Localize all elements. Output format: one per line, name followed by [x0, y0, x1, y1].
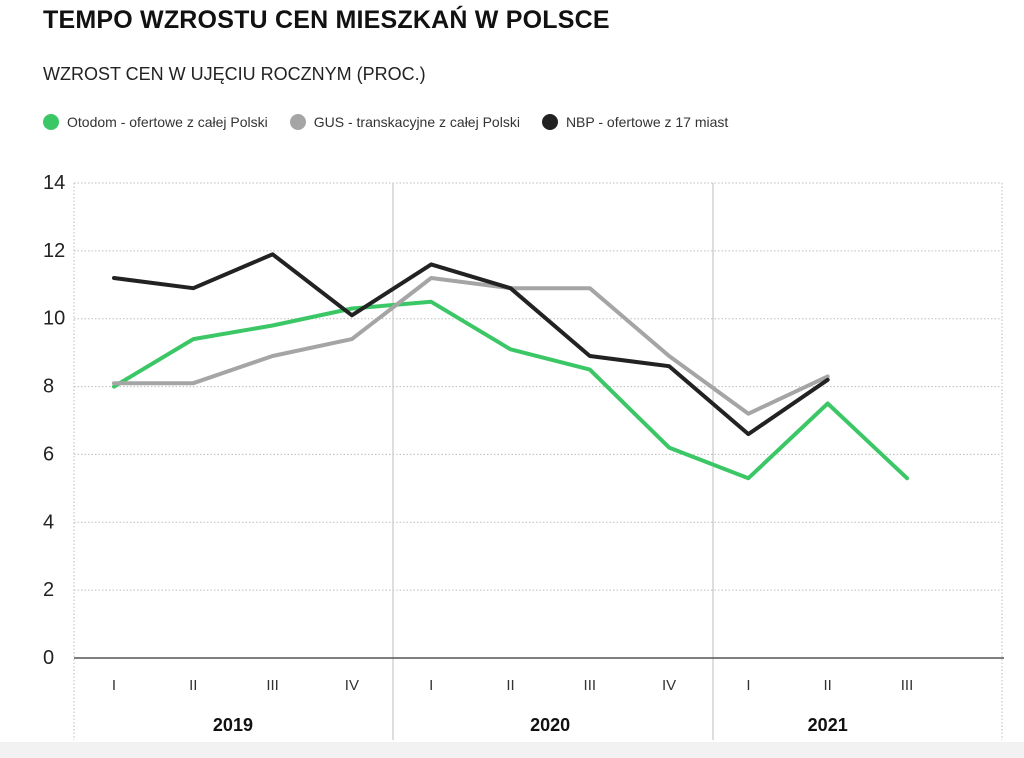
- x-tick-label-3: IV: [345, 677, 359, 694]
- x-tick-label-4: I: [429, 677, 433, 694]
- legend-label-otodom: Otodom - ofertowe z całej Polski: [67, 114, 268, 130]
- legend-item-gus: GUS - transkacyjne z całej Polski: [289, 114, 520, 130]
- y-tick-label-12: 12: [43, 240, 65, 262]
- x-tick-label-9: II: [824, 677, 832, 694]
- x-tick-label-10: III: [901, 677, 914, 694]
- x-tick-label-6: III: [584, 677, 597, 694]
- x-tick-label-5: II: [506, 677, 514, 694]
- y-tick-label-14: 14: [43, 172, 65, 194]
- legend-label-gus: GUS - transkacyjne z całej Polski: [313, 114, 520, 130]
- chart-legend: Otodom - ofertowe z całej Polski GUS - t…: [43, 114, 750, 130]
- year-label-2021: 2021: [808, 715, 848, 735]
- series-line-nbp: [112, 252, 830, 437]
- chart-title: TEMPO WZROSTU CEN MIESZKAŃ W POLSCE: [43, 6, 610, 34]
- x-tick-label-8: I: [746, 677, 750, 694]
- series-line-otodom: [112, 299, 909, 481]
- x-tick-label-7: IV: [662, 677, 676, 694]
- x-tick-label-1: II: [189, 677, 197, 694]
- y-tick-label-4: 4: [43, 511, 54, 533]
- legend-swatch-otodom: [43, 114, 59, 130]
- y-tick-label-0: 0: [43, 647, 54, 669]
- y-tick-label-8: 8: [43, 376, 54, 398]
- x-tick-label-0: I: [112, 677, 116, 694]
- year-label-2019: 2019: [213, 715, 253, 735]
- legend-swatch-nbp: [541, 114, 558, 130]
- y-tick-label-10: 10: [43, 308, 65, 330]
- legend-label-nbp: NBP - ofertowe z 17 miast: [565, 114, 729, 130]
- series-line-gus: [112, 276, 830, 416]
- x-tick-label-2: III: [266, 677, 279, 694]
- legend-item-otodom: Otodom - ofertowe z całej Polski: [43, 114, 268, 130]
- legend-swatch-gus: [289, 114, 306, 130]
- legend-item-nbp: NBP - ofertowe z 17 miast: [541, 114, 729, 130]
- y-tick-label-6: 6: [43, 443, 54, 465]
- chart-subtitle: WZROST CEN W UJĘCIU ROCZNYM (PROC.): [43, 64, 426, 84]
- y-tick-label-2: 2: [43, 579, 54, 601]
- bottom-strip: [0, 742, 1024, 758]
- year-label-2020: 2020: [530, 715, 570, 735]
